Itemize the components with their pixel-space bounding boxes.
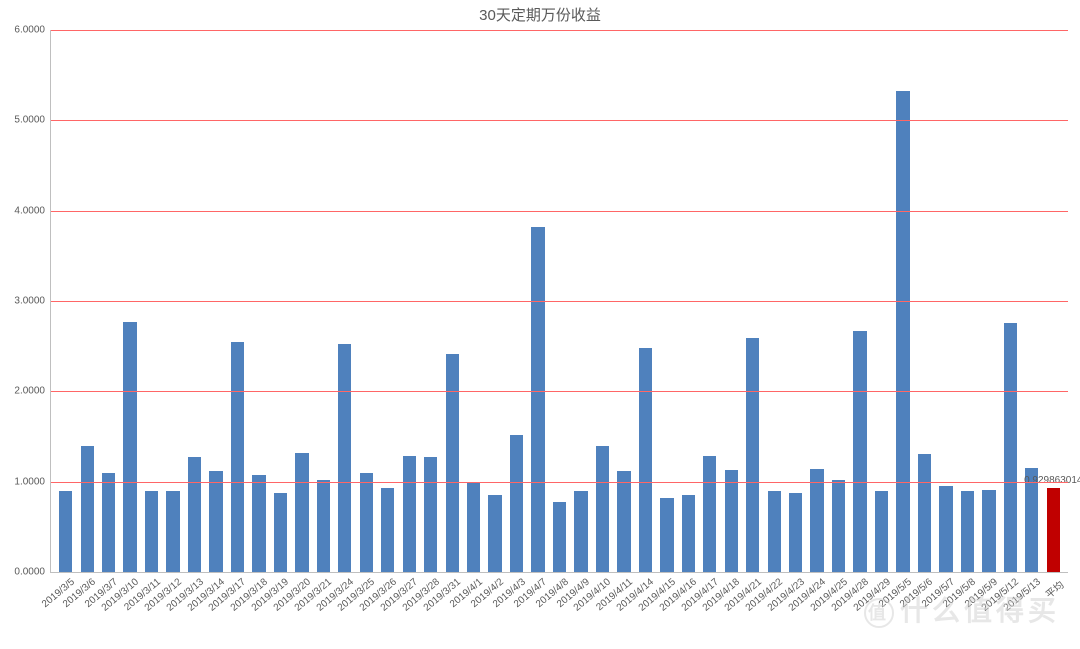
plot-area: 2019/3/52019/3/62019/3/72019/3/102019/3/… (50, 30, 1068, 573)
gridline (51, 211, 1068, 212)
bar (746, 338, 759, 572)
y-tick-label: 1.0000 (14, 476, 51, 487)
bar (553, 502, 566, 572)
bar (918, 454, 931, 572)
bar (768, 491, 781, 572)
y-tick-label: 5.0000 (14, 115, 51, 126)
bar (360, 473, 373, 572)
bar (660, 498, 673, 572)
gridline (51, 301, 1068, 302)
bar (252, 475, 265, 572)
chart-container: 30天定期万份收益 2019/3/52019/3/62019/3/72019/3… (0, 0, 1080, 649)
gridline (51, 482, 1068, 483)
y-tick-label: 0.0000 (14, 567, 51, 578)
bar (102, 473, 115, 572)
bar (231, 342, 244, 572)
bar (274, 493, 287, 572)
watermark-circle: 值 (864, 598, 894, 628)
bar (381, 488, 394, 572)
bar (875, 491, 888, 572)
watermark: 值什么值得买 (864, 589, 1060, 629)
bar (403, 456, 416, 572)
bar (896, 91, 909, 572)
bar (209, 471, 222, 572)
gridline (51, 30, 1068, 31)
bar (832, 480, 845, 572)
bar (639, 348, 652, 572)
bar (574, 491, 587, 572)
bar (81, 446, 94, 572)
bar (145, 491, 158, 572)
bar (682, 495, 695, 572)
bar (166, 491, 179, 572)
y-tick-label: 3.0000 (14, 296, 51, 307)
bar (123, 322, 136, 572)
y-tick-label: 6.0000 (14, 25, 51, 36)
bar (789, 493, 802, 572)
bar (488, 495, 501, 572)
bar (810, 469, 823, 572)
bar (188, 457, 201, 572)
bar (939, 486, 952, 572)
bar (725, 470, 738, 572)
bar (853, 331, 866, 572)
y-tick-label: 4.0000 (14, 205, 51, 216)
gridline (51, 120, 1068, 121)
bar (1004, 323, 1017, 572)
gridline (51, 391, 1068, 392)
watermark-text: 什么值得买 (900, 595, 1060, 626)
bar (982, 490, 995, 572)
bar (424, 457, 437, 572)
chart-title: 30天定期万份收益 (0, 4, 1080, 25)
bar (703, 456, 716, 572)
bar (596, 446, 609, 572)
bar (317, 480, 330, 572)
bar (1047, 488, 1060, 572)
bar (510, 435, 523, 572)
bar (961, 491, 974, 572)
bar (531, 227, 544, 572)
bar (446, 354, 459, 572)
y-tick-label: 2.0000 (14, 386, 51, 397)
bar (295, 453, 308, 572)
bar (59, 491, 72, 572)
bar (617, 471, 630, 572)
bar (467, 483, 480, 572)
bar (338, 344, 351, 572)
